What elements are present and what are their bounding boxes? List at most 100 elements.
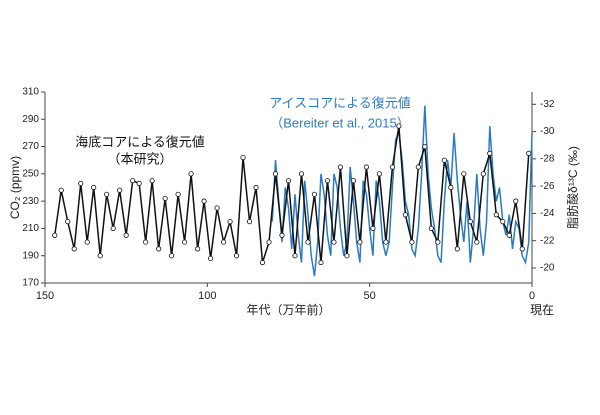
y-tick-label: 310 [22,87,39,98]
point [78,180,84,187]
y2-tick-label: -30 [540,126,555,137]
point [272,171,279,177]
point [246,219,253,225]
annotation: （本研究） [107,151,172,166]
point [461,171,467,177]
point [117,187,123,193]
point [175,191,181,197]
y2-tick-label: -24 [540,208,555,219]
point [435,239,441,245]
point [376,171,383,177]
annotation: アイスコアによる復元値 [269,95,411,110]
y-tick-label: 290 [22,114,39,125]
point [156,246,162,252]
point [311,191,318,197]
y-tick-label: 190 [22,250,39,261]
y-tick-label: 250 [22,168,39,179]
point [233,253,240,259]
point [201,198,207,204]
point [370,225,376,232]
point [58,187,64,193]
point [422,143,428,150]
point [396,123,402,129]
point [97,253,103,259]
point [143,239,149,245]
point [415,164,421,170]
point [305,239,311,245]
y-tick-label: 210 [22,223,39,234]
point [52,232,58,238]
point [363,164,370,170]
y2-axis-label: 脂肪酸δ¹³C (‰) [565,146,580,229]
point [298,171,305,177]
point [344,253,350,259]
point [480,171,486,177]
y-axis-label: CO₂ (ppmv) [8,156,22,219]
point [292,253,298,259]
point [253,184,259,191]
point [506,232,512,238]
y2-tick-label: -32 [540,99,555,110]
point [448,184,454,191]
point [162,195,168,202]
annotation: （Bereiter et al., 2015） [270,115,409,130]
point [285,178,292,184]
point [324,178,331,184]
point [104,191,110,197]
point [402,212,408,218]
point [110,225,116,232]
point [194,246,201,252]
point [389,164,395,170]
point [318,259,324,266]
point [357,239,363,245]
point [136,180,142,187]
x-tick-label: 100 [198,290,216,302]
point [259,259,266,266]
point [526,150,532,156]
point [266,239,272,245]
y-tick-label: 170 [22,278,39,289]
point [279,232,285,238]
point [441,157,447,163]
point [337,164,344,170]
point [467,219,473,225]
annotation: 海底コアによる復元値 [75,134,205,149]
point [71,246,77,252]
point [513,198,519,204]
point [454,246,460,252]
point [519,246,525,252]
x-axis-label: 年代（万年前） [246,302,330,317]
point [350,178,357,184]
point [240,154,246,161]
y2-tick-label: -28 [540,153,555,164]
point [207,255,214,262]
point [493,212,499,218]
point [123,232,129,238]
y2-tick-label: -26 [540,181,555,192]
point [487,150,493,156]
point [227,219,233,225]
y-tick-label: 230 [22,196,39,207]
point [91,184,97,191]
x-tick-label: 150 [36,290,54,302]
point [428,225,434,232]
point [149,178,155,184]
point [188,171,194,177]
point [500,219,506,225]
point [214,205,220,211]
y2-tick-label: -20 [540,263,555,274]
point [84,239,90,245]
point [474,239,480,245]
point [409,239,415,245]
x-end-label: 現在 [530,303,554,317]
x-tick-label: 0 [529,290,535,302]
y2-tick-label: -22 [540,235,555,246]
y-tick-label: 270 [22,141,39,152]
point [220,239,227,245]
point [331,239,337,245]
point [182,239,188,245]
point [130,178,136,184]
point [65,219,71,225]
point [169,253,175,259]
